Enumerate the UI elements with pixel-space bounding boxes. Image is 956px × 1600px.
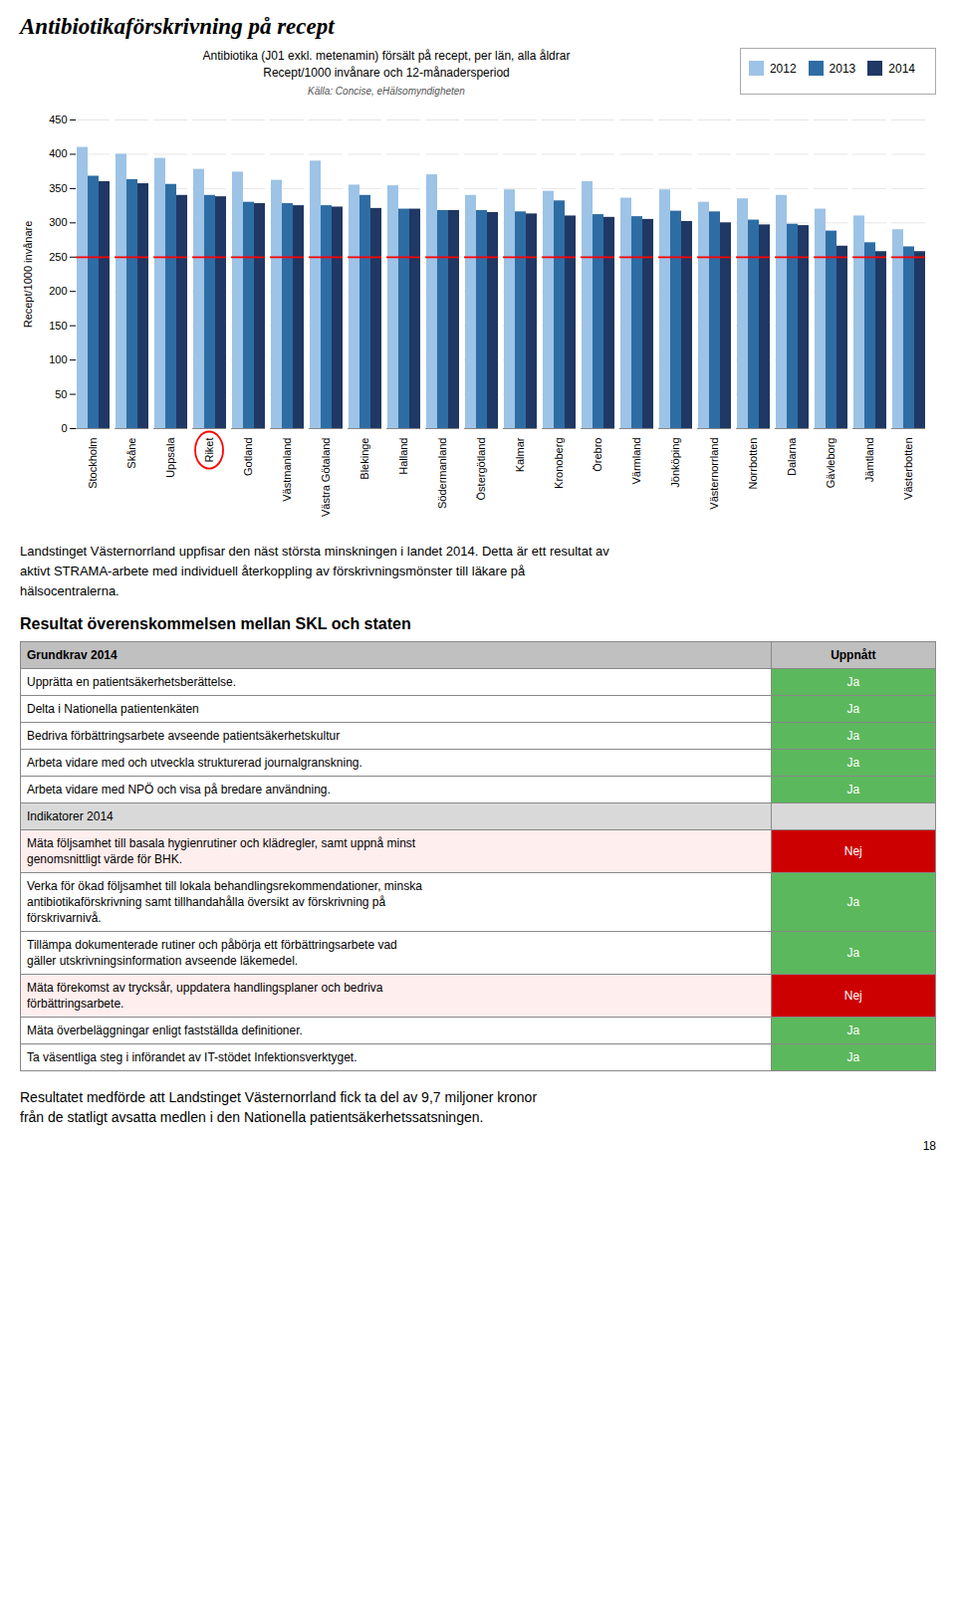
svg-text:100: 100	[48, 353, 67, 366]
svg-text:Västernorrland: Västernorrland	[708, 438, 720, 510]
svg-text:Örebro: Örebro	[591, 438, 604, 473]
html-text:Delta i Nationella patientenkä: Delta i Nationella patientenkäten	[26, 702, 199, 717]
svg-text:400: 400	[48, 147, 67, 160]
html-text:Ja: Ja	[846, 675, 860, 690]
svg-text:Jämtland: Jämtland	[863, 438, 876, 483]
html-text:Mäta förekomst av trycksår, up: Mäta förekomst av trycksår, uppdatera ha…	[26, 980, 383, 1011]
html-text:Tillämpa dokumenterade rutiner: Tillämpa dokumenterade rutiner och påbör…	[26, 938, 398, 968]
svg-text:Dalarna: Dalarna	[785, 437, 798, 477]
html-text:Resultat överenskommelsen mell: Resultat överenskommelsen mellan SKL och…	[19, 615, 411, 633]
svg-text:50: 50	[54, 388, 67, 401]
html-text:från de statligt avsatta medle: från de statligt avsatta medlen i den Na…	[19, 1109, 484, 1126]
svg-text:Halland: Halland	[397, 438, 410, 476]
svg-text:150: 150	[48, 319, 67, 332]
html-text:2013: 2013	[829, 61, 856, 76]
html-text:hälsocentralerna.: hälsocentralerna.	[19, 583, 120, 599]
html-text:Nej: Nej	[844, 988, 863, 1003]
svg-text:Jönköping: Jönköping	[669, 438, 682, 488]
html-text:2014: 2014	[888, 61, 916, 76]
svg-text:450: 450	[48, 113, 67, 126]
svg-text:0: 0	[60, 422, 67, 435]
html-text:Mäta överbeläggningar enligt f: Mäta överbeläggningar enligt fastställda…	[26, 1023, 303, 1038]
svg-text:250: 250	[48, 250, 67, 263]
svg-text:Västerbotten: Västerbotten	[902, 438, 915, 500]
svg-text:300: 300	[48, 216, 67, 229]
svg-text:Västmanland: Västmanland	[280, 438, 293, 502]
svg-text:Kronoberg: Kronoberg	[552, 438, 565, 489]
svg-text:Stockholm: Stockholm	[86, 438, 99, 489]
html-text:Nej: Nej	[844, 844, 863, 859]
html-text:Ja: Ja	[846, 702, 860, 717]
html-text:Ja: Ja	[846, 728, 860, 743]
html-text:Ja: Ja	[846, 946, 860, 960]
svg-text:Riket: Riket	[203, 438, 216, 464]
html-text:2012: 2012	[769, 61, 797, 76]
svg-text:Skåne: Skåne	[125, 438, 138, 470]
html-text:Verka för ökad följsamhet till: Verka för ökad följsamhet till lokala be…	[26, 879, 423, 926]
html-text:Antibiotikaförskrivning på rec: Antibiotikaförskrivning på recept	[19, 13, 335, 39]
html-text:Ja: Ja	[846, 782, 860, 797]
svg-text:Östergötland: Östergötland	[475, 438, 487, 501]
html-text:Bedriva förbättringsarbete avs: Bedriva förbättringsarbete avseende pati…	[26, 728, 340, 743]
svg-text:Södermanland: Södermanland	[436, 438, 449, 510]
svg-text:200: 200	[48, 284, 67, 297]
svg-text:Värmland: Värmland	[630, 438, 643, 485]
html-text:Ja: Ja	[846, 1023, 860, 1038]
html-text:Uppnått: Uppnått	[830, 648, 876, 663]
html-text:Mäta följsamhet till basala hy: Mäta följsamhet till basala hygienrutine…	[26, 836, 416, 867]
svg-text:350: 350	[48, 182, 67, 195]
html-text:18: 18	[922, 1139, 937, 1154]
html-text:Indikatorer 2014: Indikatorer 2014	[26, 809, 114, 824]
html-text:Ja: Ja	[846, 895, 860, 910]
html-text:Ta väsentliga steg i införande: Ta väsentliga steg i införandet av IT-st…	[26, 1050, 358, 1065]
svg-text:Västra Götaland: Västra Götaland	[319, 438, 332, 518]
svg-text:Gotland: Gotland	[241, 438, 254, 478]
html-text:Ja: Ja	[846, 1050, 860, 1065]
svg-text:Norrbotten: Norrbotten	[746, 438, 759, 490]
html-text:Grundkrav 2014: Grundkrav 2014	[26, 648, 118, 663]
html-text:aktivt STRAMA-arbete med indiv: aktivt STRAMA-arbete med individuell åte…	[19, 563, 526, 579]
html-text:Resultatet medförde att Landst: Resultatet medförde att Landstinget Väst…	[19, 1089, 537, 1106]
svg-text:Gävleborg: Gävleborg	[824, 438, 837, 489]
svg-text:Blekinge: Blekinge	[358, 438, 371, 480]
html-text:Ja: Ja	[846, 755, 860, 770]
html-text:Antibiotika (J01 exkl. metenam: Antibiotika (J01 exkl. metenamin) försäl…	[202, 48, 571, 63]
html-text:Källa: Concise, eHälsomyndighe: Källa: Concise, eHälsomyndigheten	[307, 85, 465, 97]
svg-text:Uppsala: Uppsala	[164, 437, 177, 478]
html-text:Arbeta vidare med och utveckla: Arbeta vidare med och utveckla strukture…	[26, 755, 363, 770]
html-text:Upprätta en patientsäkerhetsbe: Upprätta en patientsäkerhetsberättelse.	[26, 675, 237, 690]
html-text:Arbeta vidare med NPÖ och visa: Arbeta vidare med NPÖ och visa på bredar…	[26, 782, 331, 797]
html-text:Recept/1000 invånare och 12-må: Recept/1000 invånare och 12-månadersperi…	[263, 65, 510, 80]
svg-text:Kalmar: Kalmar	[513, 437, 526, 473]
html-text:Landstinget Västernorrland upp: Landstinget Västernorrland uppfisar den …	[19, 543, 610, 559]
svg-text:Recept/1000 invånare: Recept/1000 invånare	[21, 221, 34, 329]
